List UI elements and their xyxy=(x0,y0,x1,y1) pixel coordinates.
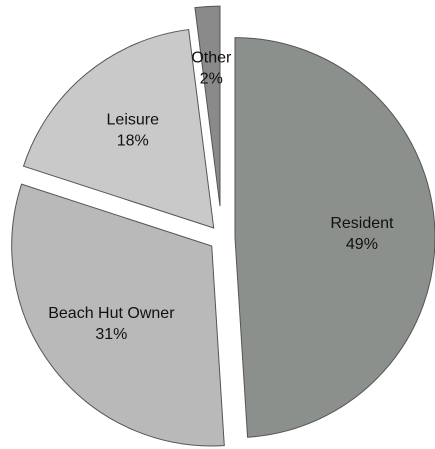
pie-slice xyxy=(22,29,215,229)
slice-value-label: 49% xyxy=(346,236,378,253)
slice-label: Beach Hut Owner xyxy=(48,305,175,322)
pie-slice xyxy=(194,5,221,207)
slice-label: Other xyxy=(191,50,232,67)
slice-value-label: 18% xyxy=(117,132,149,149)
slice-label: Resident xyxy=(330,215,394,232)
pie-slice xyxy=(234,37,435,438)
pie-slice xyxy=(11,183,225,447)
slice-value-label: 31% xyxy=(95,326,127,343)
slice-label: Leisure xyxy=(107,111,160,128)
slice-value-label: 2% xyxy=(200,71,223,88)
